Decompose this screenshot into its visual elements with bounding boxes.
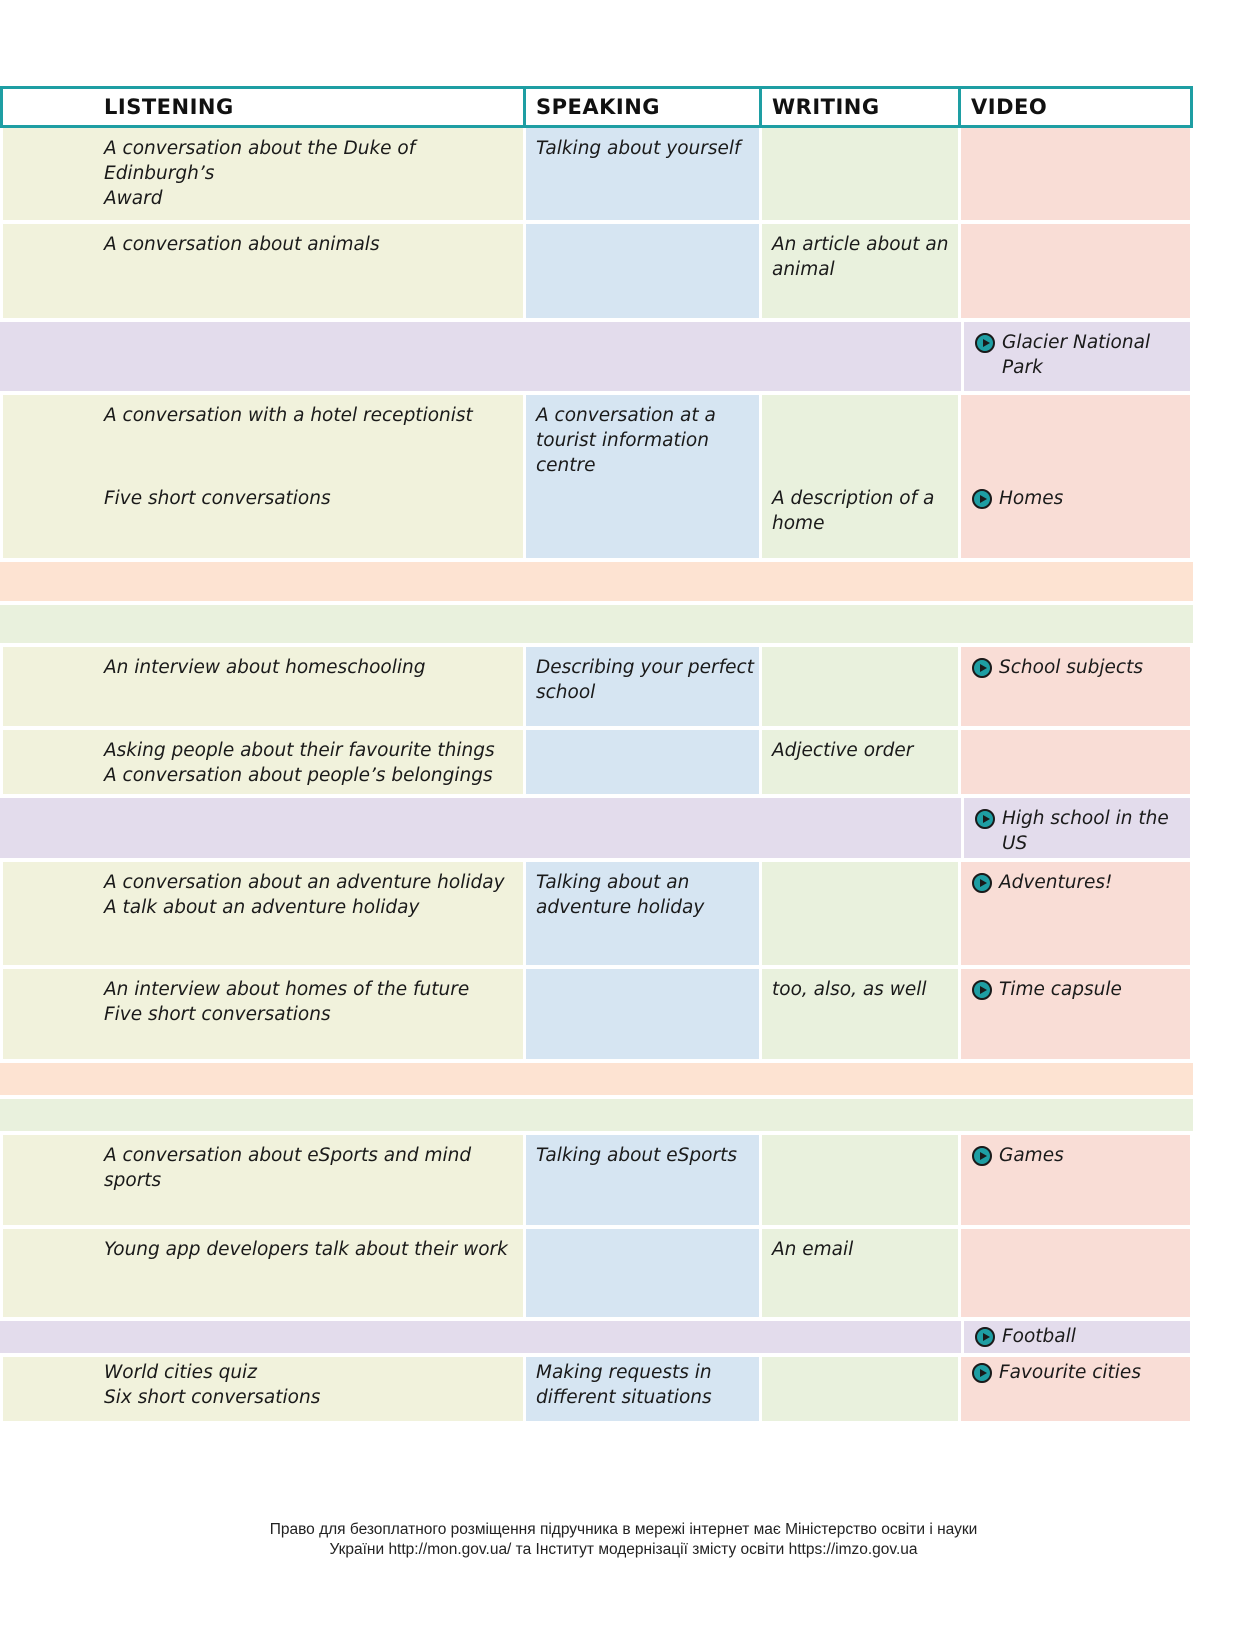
video-cell: Glacier National Park <box>964 322 1190 391</box>
writing-cell <box>762 128 958 220</box>
speaking-cell <box>526 969 759 1059</box>
speaking-cell: Talking about eSports <box>526 1135 759 1225</box>
table-header: LISTENING SPEAKING WRITING VIDEO <box>0 86 1193 128</box>
writing-cell: Adjective order <box>762 730 958 794</box>
table-row: Asking people about their favourite thin… <box>0 730 1193 794</box>
listening-cell: A conversation with a hotel receptionist <box>3 395 523 478</box>
video-cell <box>961 224 1190 318</box>
play-circle-icon <box>975 809 995 829</box>
play-circle-icon <box>972 1146 992 1166</box>
writing-cell: A description of a home <box>762 478 958 558</box>
speaking-cell <box>526 478 759 558</box>
unit-band <box>0 562 1193 601</box>
band-fill <box>0 322 961 391</box>
writing-cell <box>762 1357 958 1421</box>
table-row: A conversation about animals An article … <box>0 224 1193 318</box>
speaking-cell <box>526 730 759 794</box>
video-cell <box>961 128 1190 220</box>
table-row: World cities quiz Six short conversation… <box>0 1357 1193 1421</box>
video-cell: Football <box>964 1321 1190 1353</box>
video-cell: School subjects <box>961 647 1190 726</box>
video-link[interactable]: High school in the US <box>975 806 1190 856</box>
band-fill <box>0 1321 961 1353</box>
listening-cell: World cities quiz Six short conversation… <box>3 1357 523 1421</box>
video-cell: High school in the US <box>964 798 1190 858</box>
table-row: Young app developers talk about their wo… <box>0 1229 1193 1317</box>
play-circle-icon <box>972 489 992 509</box>
unit-band <box>0 605 1193 643</box>
table-row: A conversation about an adventure holida… <box>0 862 1193 965</box>
speaking-cell: Describing your perfect school <box>526 647 759 726</box>
listening-cell: A conversation about animals <box>3 224 523 318</box>
footer-line-1: Право для безоплатного розміщення підруч… <box>269 1521 978 1538</box>
table-row: A conversation with a hotel receptionist… <box>0 395 1193 478</box>
table-row: An interview about homes of the future F… <box>0 969 1193 1059</box>
skills-table: LISTENING SPEAKING WRITING VIDEO A conve… <box>0 86 1193 1421</box>
video-cell: Adventures! <box>961 862 1190 965</box>
unit-band: Glacier National Park <box>0 322 1193 391</box>
header-video: VIDEO <box>961 89 1190 125</box>
video-link[interactable]: Games <box>972 1143 1190 1168</box>
band-fill <box>0 798 961 858</box>
video-cell: Games <box>961 1135 1190 1225</box>
video-cell <box>961 395 1190 478</box>
speaking-cell: A conversation at a tourist information … <box>526 395 759 478</box>
listening-cell: A conversation about an adventure holida… <box>3 862 523 965</box>
footer-line-2: України http://mon.gov.ua/ та Інститут м… <box>329 1541 918 1558</box>
video-link[interactable]: Favourite cities <box>972 1360 1190 1385</box>
header-listening: LISTENING <box>3 89 523 125</box>
writing-cell <box>762 647 958 726</box>
speaking-cell: Making requests in different situations <box>526 1357 759 1421</box>
video-cell: Homes <box>961 478 1190 558</box>
video-link[interactable]: Glacier National Park <box>975 330 1190 380</box>
listening-cell: Asking people about their favourite thin… <box>3 730 523 794</box>
copyright-footer: Право для безоплатного розміщення підруч… <box>0 1520 1247 1560</box>
header-speaking: SPEAKING <box>526 89 759 125</box>
unit-band: High school in the US <box>0 798 1193 858</box>
video-link[interactable]: Homes <box>972 486 1190 511</box>
play-circle-icon <box>975 1327 995 1347</box>
table-row: A conversation about eSports and mind sp… <box>0 1135 1193 1225</box>
play-circle-icon <box>972 1363 992 1383</box>
header-writing: WRITING <box>762 89 958 125</box>
speaking-cell <box>526 224 759 318</box>
video-link[interactable]: Adventures! <box>972 870 1190 895</box>
listening-cell: A conversation about the Duke of Edinbur… <box>3 128 523 220</box>
play-circle-icon <box>975 333 995 353</box>
table-row: An interview about homeschooling Describ… <box>0 647 1193 726</box>
video-cell: Time capsule <box>961 969 1190 1059</box>
play-circle-icon <box>972 873 992 893</box>
video-cell <box>961 730 1190 794</box>
writing-cell <box>762 862 958 965</box>
unit-band: Football <box>0 1321 1193 1353</box>
video-link[interactable]: School subjects <box>972 655 1190 680</box>
speaking-cell <box>526 1229 759 1317</box>
play-circle-icon <box>972 980 992 1000</box>
speaking-cell: Talking about an adventure holiday <box>526 862 759 965</box>
writing-cell: An article about an animal <box>762 224 958 318</box>
table-row: A conversation about the Duke of Edinbur… <box>0 128 1193 220</box>
listening-cell: Five short conversations <box>3 478 523 558</box>
table-row: Five short conversations A description o… <box>0 478 1193 558</box>
play-circle-icon <box>972 658 992 678</box>
video-cell <box>961 1229 1190 1317</box>
listening-cell: An interview about homeschooling <box>3 647 523 726</box>
speaking-cell: Talking about yourself <box>526 128 759 220</box>
video-cell: Favourite cities <box>961 1357 1190 1421</box>
writing-cell <box>762 395 958 478</box>
listening-cell: Young app developers talk about their wo… <box>3 1229 523 1317</box>
unit-band <box>0 1063 1193 1095</box>
listening-cell: A conversation about eSports and mind sp… <box>3 1135 523 1225</box>
unit-band <box>0 1099 1193 1131</box>
writing-cell: An email <box>762 1229 958 1317</box>
listening-cell: An interview about homes of the future F… <box>3 969 523 1059</box>
writing-cell: too, also, as well <box>762 969 958 1059</box>
video-link[interactable]: Time capsule <box>972 977 1190 1002</box>
writing-cell <box>762 1135 958 1225</box>
video-link[interactable]: Football <box>975 1324 1190 1349</box>
